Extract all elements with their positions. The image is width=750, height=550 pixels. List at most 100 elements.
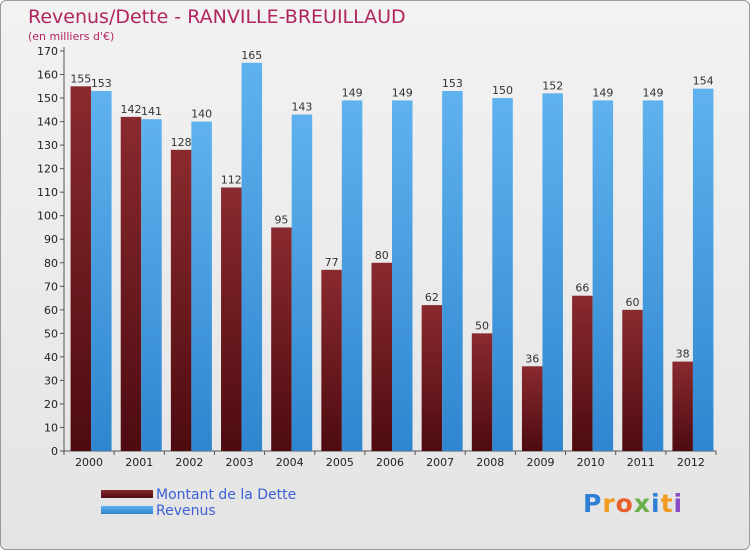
logo-letter: x	[633, 489, 651, 518]
data-label-debt: 36	[525, 352, 539, 365]
bar-debt	[221, 187, 242, 451]
y-tick-label: 30	[44, 374, 58, 387]
data-label-revenue: 154	[693, 75, 714, 88]
x-tick-label: 2010	[577, 456, 605, 469]
legend-swatch-revenue	[101, 506, 153, 514]
data-label-revenue: 140	[191, 108, 212, 121]
y-tick-label: 130	[37, 139, 58, 152]
chart-subtitle: (en milliers d'€)	[28, 30, 115, 43]
data-label-debt: 62	[425, 291, 439, 304]
y-tick-label: 140	[37, 116, 58, 129]
bar-revenue	[542, 93, 563, 452]
data-label-debt: 112	[221, 173, 242, 186]
x-tick-label: 2007	[426, 456, 454, 469]
y-tick-label: 60	[44, 304, 58, 317]
x-tick-label: 2009	[526, 456, 554, 469]
bar-revenue	[642, 100, 664, 451]
proxiti-logo: Proxiti	[583, 489, 683, 518]
y-tick-label: 50	[44, 327, 58, 340]
y-tick-label: 90	[44, 233, 58, 246]
logo-letter: t	[660, 489, 674, 518]
bar-debt	[471, 333, 493, 451]
bar-debt	[572, 295, 593, 451]
data-label-debt: 80	[375, 249, 389, 262]
y-tick-label: 160	[37, 69, 58, 82]
data-label-debt: 66	[575, 282, 589, 295]
data-label-debt: 142	[120, 103, 141, 116]
data-label-debt: 155	[70, 72, 91, 85]
logo-letter: P	[583, 489, 603, 518]
bar-debt	[521, 366, 543, 451]
data-label-debt: 95	[274, 213, 288, 226]
x-tick-label: 2006	[376, 456, 404, 469]
bar-revenue	[692, 88, 714, 451]
bar-debt	[672, 361, 693, 451]
data-label-debt: 60	[626, 296, 640, 309]
data-label-revenue: 150	[492, 84, 513, 97]
bar-revenue	[392, 100, 413, 451]
y-tick-label: 120	[37, 163, 58, 176]
y-tick-label: 80	[44, 257, 58, 270]
data-label-debt: 38	[676, 348, 690, 361]
logo-letter: i	[673, 489, 684, 518]
data-label-revenue: 143	[291, 101, 312, 114]
y-tick-label: 100	[37, 210, 58, 223]
bar-revenue	[141, 119, 162, 451]
data-label-revenue: 165	[241, 49, 262, 62]
bar-debt	[371, 262, 392, 451]
bar-revenue	[91, 91, 112, 451]
y-tick-label: 110	[37, 186, 58, 199]
data-label-revenue: 141	[141, 105, 162, 118]
bar-revenue	[492, 98, 513, 451]
y-tick-label: 10	[44, 421, 58, 434]
data-label-revenue: 149	[643, 86, 664, 99]
data-label-revenue: 149	[392, 86, 413, 99]
bar-debt	[120, 116, 142, 451]
x-tick-label: 2011	[627, 456, 655, 469]
bar-revenue	[241, 62, 263, 451]
bar-revenue	[341, 100, 363, 451]
x-tick-label: 2012	[677, 456, 705, 469]
y-tick-label: 40	[44, 351, 58, 364]
legend-label-revenue: Revenus	[156, 503, 216, 519]
logo-letter: r	[602, 489, 616, 518]
bar-revenue	[592, 100, 614, 451]
bar-revenue	[442, 91, 463, 451]
y-tick-label: 0	[51, 445, 58, 458]
bar-revenue	[291, 114, 313, 451]
bar-debt	[321, 269, 342, 451]
data-label-revenue: 153	[442, 77, 463, 90]
data-label-revenue: 153	[91, 77, 112, 90]
x-tick-label: 2002	[175, 456, 203, 469]
y-tick-label: 150	[37, 92, 58, 105]
legend-swatch-debt	[101, 490, 153, 498]
bars	[70, 62, 714, 452]
data-label-debt: 50	[475, 319, 489, 332]
bar-debt	[271, 227, 292, 451]
data-label-revenue: 149	[592, 86, 613, 99]
legend-label-debt: Montant de la Dette	[156, 487, 297, 503]
data-label-revenue: 152	[542, 79, 563, 92]
x-tick-label: 2008	[476, 456, 504, 469]
y-tick-label: 20	[44, 398, 58, 411]
x-tick-label: 2000	[75, 456, 103, 469]
data-label-debt: 128	[171, 136, 192, 149]
x-tick-label: 2005	[326, 456, 354, 469]
bar-debt	[70, 86, 92, 451]
x-tick-label: 2004	[276, 456, 304, 469]
logo-letter: o	[615, 489, 634, 518]
x-tick-label: 2001	[125, 456, 153, 469]
logo-letter: i	[651, 489, 661, 518]
x-tick-label: 2003	[226, 456, 254, 469]
bar-debt	[421, 305, 443, 451]
y-tick-label: 70	[44, 280, 58, 293]
y-tick-label: 170	[37, 45, 58, 58]
bar-debt	[170, 149, 192, 451]
bar-debt	[622, 309, 643, 451]
data-label-revenue: 149	[342, 86, 363, 99]
data-label-debt: 77	[325, 256, 339, 269]
chart-title: Revenus/Dette - RANVILLE-BREUILLAUD	[28, 6, 406, 28]
